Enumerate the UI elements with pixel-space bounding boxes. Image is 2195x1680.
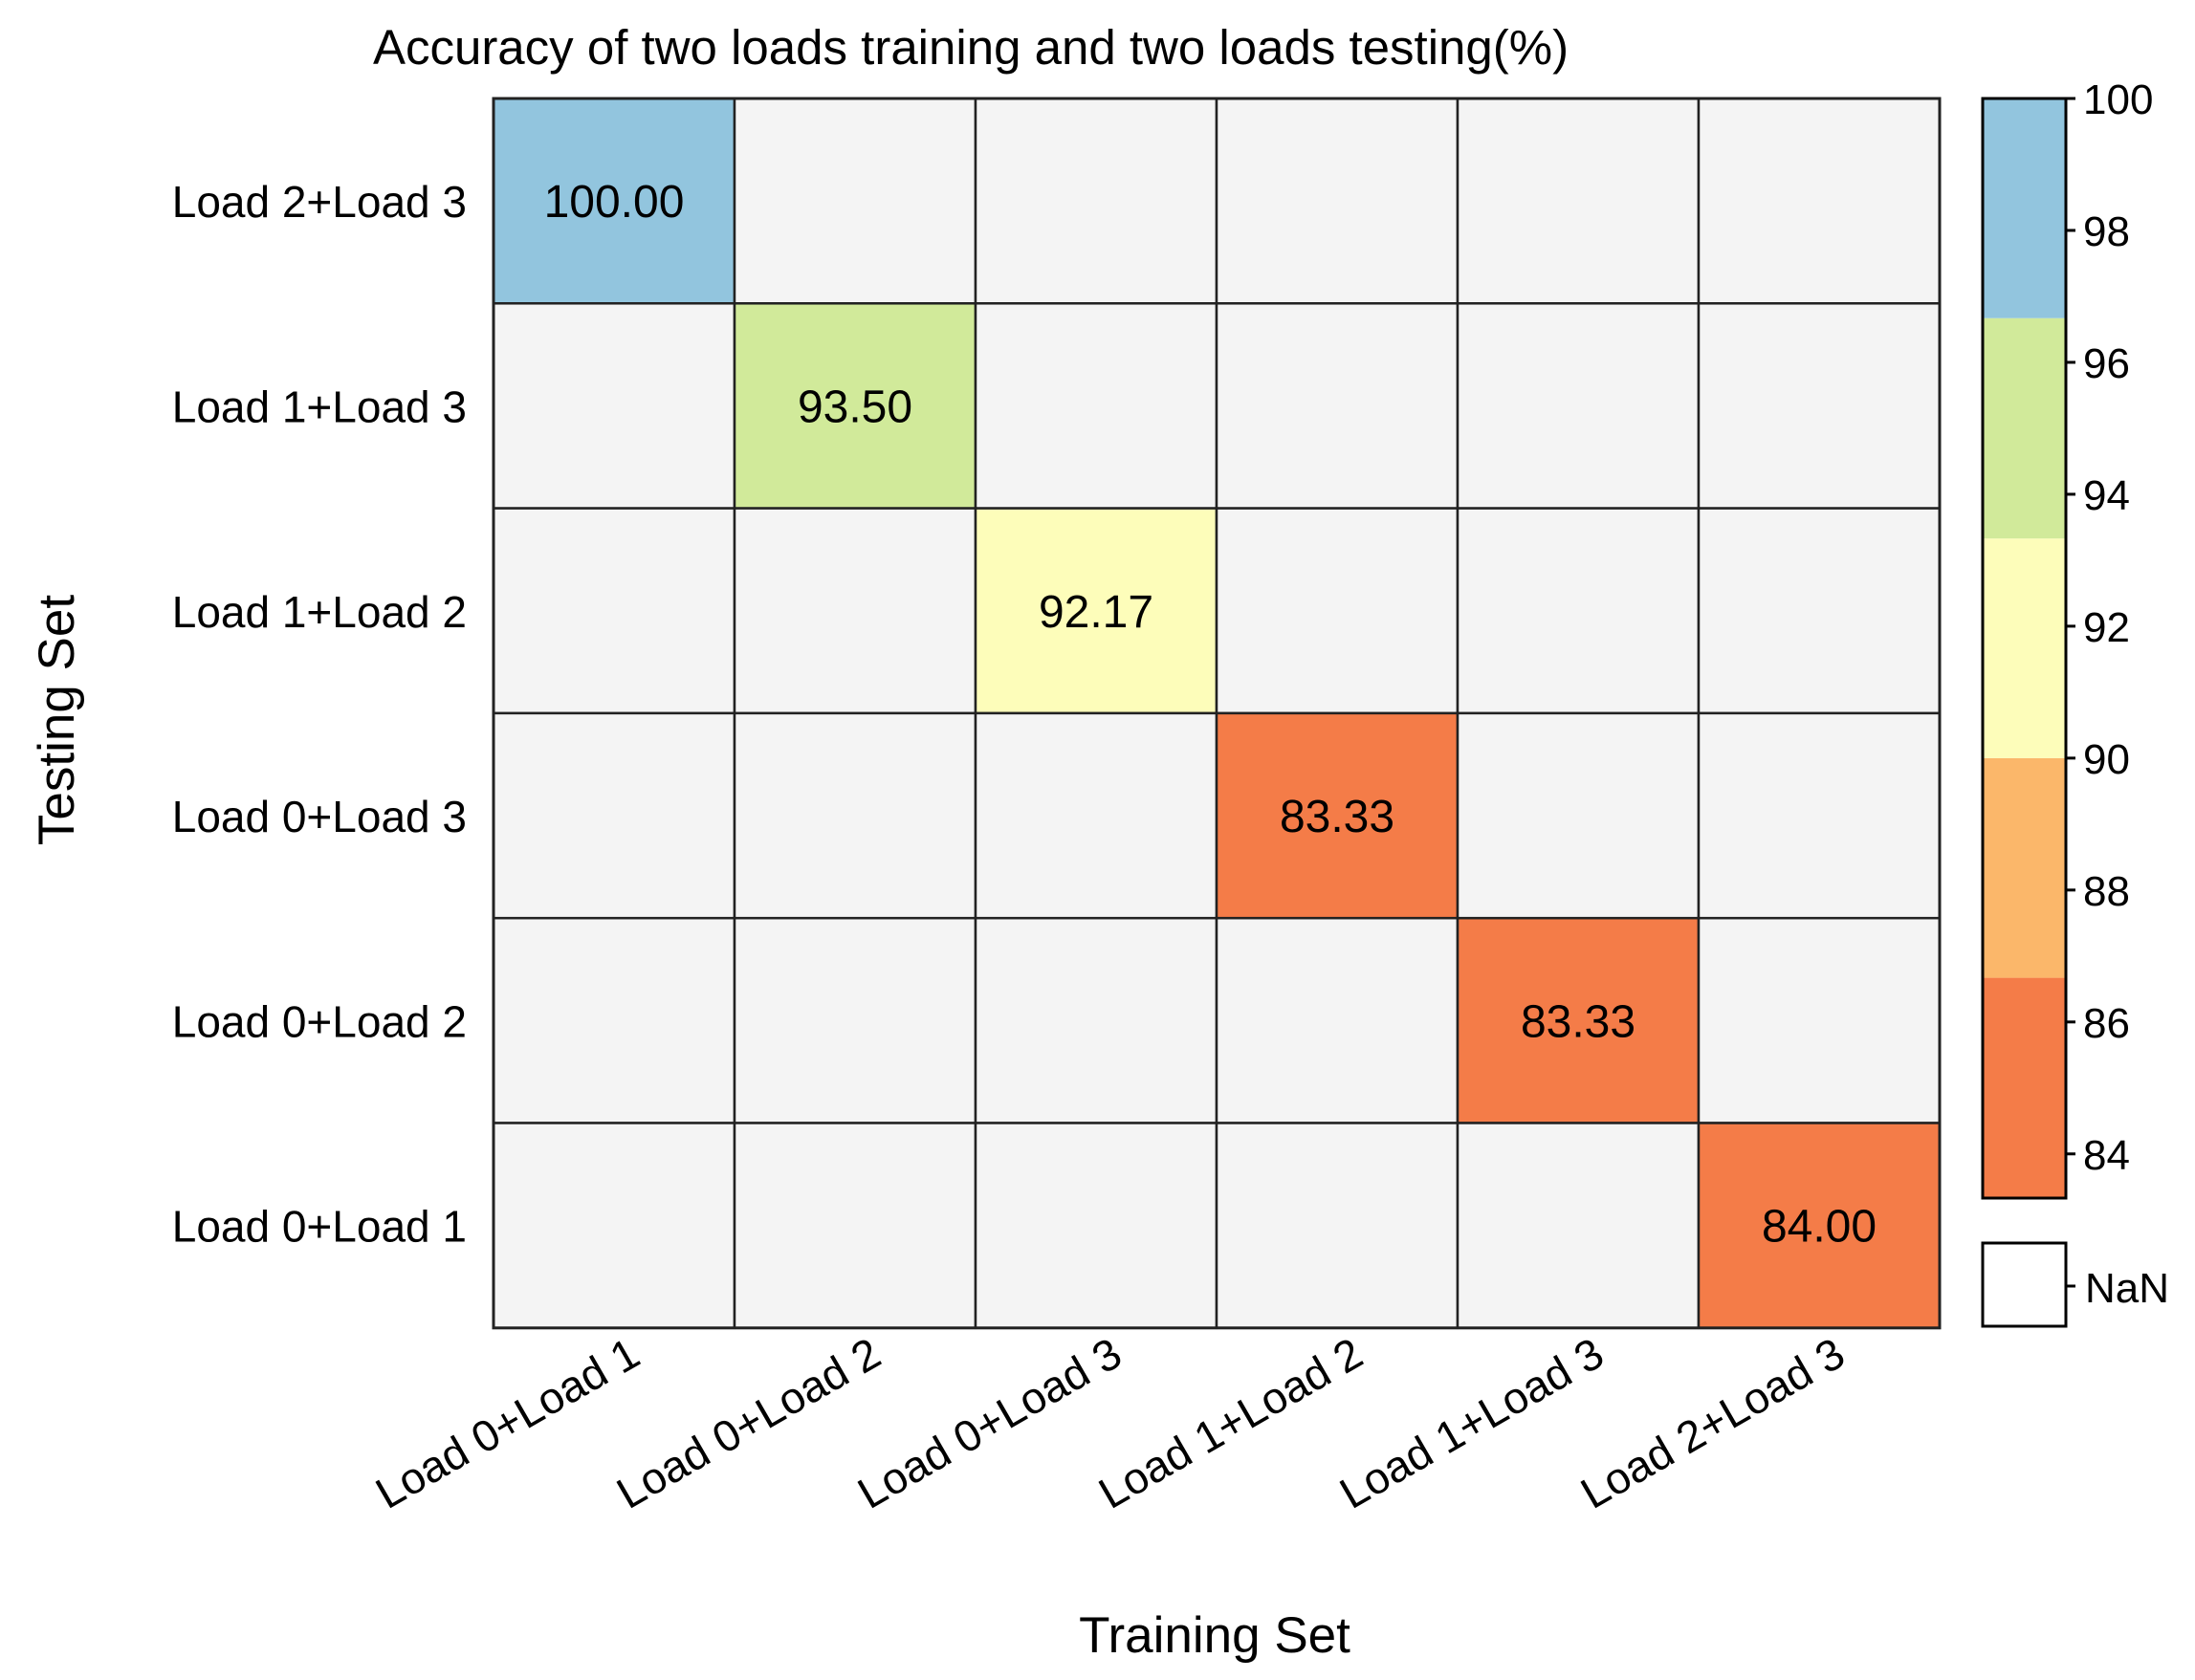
heatmap-cell bbox=[974, 916, 1218, 1124]
heatmap-cell bbox=[1697, 1122, 1942, 1330]
heatmap-cell bbox=[974, 1122, 1218, 1330]
colorbar-tick-label: 98 bbox=[2083, 208, 2130, 255]
nan-legend-swatch bbox=[1981, 1241, 2068, 1328]
cell-value-label: 93.50 bbox=[798, 382, 912, 432]
x-tick-label: Load 1+Load 2 bbox=[1090, 1328, 1371, 1518]
cell-value-labels: 100.00 93.50 92.17 83.33 83.33 84.00 bbox=[544, 177, 1877, 1253]
heatmap-cell bbox=[1456, 711, 1701, 920]
heatmap-cell bbox=[492, 711, 736, 920]
x-tick-label: Load 0+Load 3 bbox=[849, 1328, 1130, 1518]
heatmap-cell bbox=[733, 302, 977, 510]
x-axis-label: Training Set bbox=[1079, 1607, 1350, 1664]
colorbar-tick-label: 88 bbox=[2083, 868, 2130, 915]
heatmap-cell bbox=[1215, 507, 1460, 715]
heatmap-cell bbox=[733, 97, 977, 305]
heatmap-cell bbox=[1697, 916, 1942, 1124]
colorbar-tick-label: 94 bbox=[2083, 472, 2130, 519]
colorbar-tick-label: 96 bbox=[2083, 340, 2130, 387]
cell-value-label: 92.17 bbox=[1039, 587, 1153, 638]
heatmap-cell bbox=[492, 916, 736, 1124]
colorbar-tick-label: 86 bbox=[2083, 1000, 2130, 1047]
cell-value-label: 83.33 bbox=[1280, 792, 1394, 842]
cell-value-label: 100.00 bbox=[544, 177, 685, 228]
heatmap-cell bbox=[1456, 302, 1701, 510]
heatmap-cell bbox=[974, 507, 1218, 715]
y-tick-label: Load 0+Load 2 bbox=[172, 996, 467, 1046]
colorbar-band bbox=[1983, 977, 2066, 1198]
y-tick-label: Load 2+Load 3 bbox=[172, 177, 467, 227]
y-tick-label: Load 1+Load 3 bbox=[172, 382, 467, 431]
x-tick-label: Load 0+Load 2 bbox=[608, 1328, 889, 1518]
heatmap-cell bbox=[492, 97, 736, 305]
heatmap-cell bbox=[1456, 97, 1701, 305]
heatmap-cell bbox=[1215, 916, 1460, 1124]
heatmap-cell bbox=[1215, 711, 1460, 920]
heatmap-cell bbox=[1215, 302, 1460, 510]
heatmap-cells bbox=[492, 97, 1942, 1330]
y-tick-label: Load 0+Load 1 bbox=[172, 1202, 467, 1252]
colorbar-band bbox=[1983, 538, 2066, 758]
heatmap-cell bbox=[733, 507, 977, 715]
heatmap-cell bbox=[492, 1122, 736, 1330]
heatmap-cell bbox=[492, 302, 736, 510]
y-tick-labels: Load 2+Load 3 Load 1+Load 3 Load 1+Load 2 L… bbox=[172, 177, 467, 1252]
heatmap-cell bbox=[1215, 1122, 1460, 1330]
colorbar-band bbox=[1983, 757, 2066, 978]
colorbar-tick-label: 90 bbox=[2083, 736, 2130, 783]
colorbar-tick-label: 100 bbox=[2083, 76, 2153, 123]
heatmap-cell bbox=[733, 711, 977, 920]
colorbar bbox=[1981, 97, 2068, 1200]
heatmap-cell bbox=[1697, 711, 1942, 920]
heatmap-cell bbox=[733, 916, 977, 1124]
heatmap-cell bbox=[1456, 1122, 1701, 1330]
heatmap-cell bbox=[1697, 302, 1942, 510]
colorbar-band bbox=[1983, 317, 2066, 539]
heatmap-cell bbox=[1697, 97, 1942, 305]
colorbar-band bbox=[1983, 98, 2066, 318]
colorbar-frame bbox=[1981, 97, 2068, 1200]
heatmap-cell bbox=[1456, 507, 1701, 715]
heatmap-cell bbox=[974, 302, 1218, 510]
y-tick-label: Load 0+Load 3 bbox=[172, 792, 467, 841]
heatmap-cell bbox=[974, 97, 1218, 305]
heatmap-cell bbox=[1697, 507, 1942, 715]
colorbar-tick-label: 84 bbox=[2083, 1132, 2130, 1179]
heatmap-cell bbox=[492, 507, 736, 715]
y-tick-label: Load 1+Load 2 bbox=[172, 587, 467, 637]
x-tick-label: Load 1+Load 3 bbox=[1331, 1328, 1612, 1518]
heatmap-cell bbox=[1215, 97, 1460, 305]
heatmap-cell bbox=[974, 711, 1218, 920]
y-axis-label: Testing Set bbox=[29, 595, 85, 845]
nan-legend-label: NaN bbox=[2085, 1265, 2169, 1312]
heatmap-cell bbox=[733, 1122, 977, 1330]
cell-value-label: 84.00 bbox=[1762, 1202, 1877, 1253]
heatmap-cell bbox=[1456, 916, 1701, 1124]
x-tick-label: Load 2+Load 3 bbox=[1572, 1328, 1853, 1518]
colorbar-tick-labels: 84 86 88 90 92 94 96 98 100 bbox=[2066, 76, 2153, 1179]
x-tick-label: Load 0+Load 1 bbox=[367, 1328, 648, 1518]
cell-value-label: 83.33 bbox=[1521, 996, 1635, 1047]
colorbar-tick-label: 92 bbox=[2083, 604, 2130, 651]
heatmap-frame bbox=[492, 97, 1942, 1330]
chart-title: Accuracy of two loads training and two l… bbox=[373, 20, 1569, 75]
